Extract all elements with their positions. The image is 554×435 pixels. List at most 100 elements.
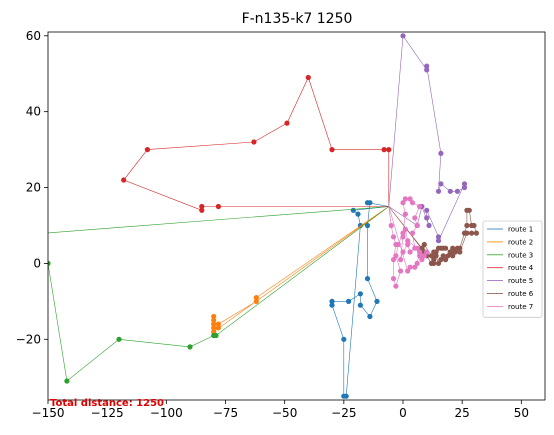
- series-route-1: [329, 200, 389, 399]
- x-axis: −150 −125 −100 −75 −50 −25 0 25 50: [32, 400, 529, 420]
- route-point: [450, 245, 456, 251]
- route-point: [435, 260, 442, 266]
- route-point: [469, 230, 475, 236]
- route-point: [417, 249, 423, 255]
- route-point: [390, 234, 397, 240]
- x-tick-label: 25: [455, 406, 470, 420]
- route-point: [388, 222, 394, 229]
- legend-label: route 1: [508, 226, 533, 234]
- route-point: [414, 222, 420, 229]
- route-point: [405, 268, 411, 274]
- route-point: [433, 253, 439, 259]
- route-point: [329, 147, 335, 153]
- route-point: [374, 298, 380, 304]
- route-point: [215, 325, 221, 331]
- route-point: [473, 230, 479, 236]
- route-point: [438, 150, 444, 156]
- route-point: [400, 33, 406, 39]
- route-point: [187, 344, 193, 350]
- route-point: [443, 257, 449, 263]
- legend-label: route 2: [508, 238, 533, 246]
- y-tick-label: 0: [33, 256, 41, 270]
- route-point: [343, 393, 349, 399]
- route-point: [457, 245, 463, 251]
- route-point: [454, 188, 460, 194]
- route-point: [421, 253, 427, 259]
- route-point: [199, 203, 205, 210]
- route-point: [395, 241, 401, 248]
- route-point: [402, 196, 408, 202]
- route-point: [215, 321, 221, 327]
- route-point: [438, 257, 444, 263]
- route-point: [405, 238, 411, 244]
- route-point: [357, 302, 363, 308]
- route-point: [367, 313, 373, 320]
- legend: route 1 route 2 route 3 route 4 route 5 route…: [482, 220, 543, 318]
- route-point: [464, 230, 470, 236]
- route-point: [409, 200, 416, 206]
- route-point: [121, 177, 127, 183]
- route-point: [341, 336, 347, 342]
- route-point: [355, 211, 361, 217]
- route-point: [64, 378, 70, 384]
- x-tick-label: −150: [32, 406, 65, 420]
- route-point: [407, 249, 413, 255]
- route-point: [346, 298, 352, 304]
- route-point: [211, 313, 217, 320]
- route-point: [435, 238, 442, 244]
- route-point: [407, 264, 413, 270]
- route-point: [386, 147, 392, 153]
- route-point: [251, 139, 257, 145]
- route-point: [466, 207, 472, 213]
- route-point: [367, 200, 373, 206]
- route-point: [424, 249, 430, 255]
- x-tick-label: −25: [331, 406, 356, 420]
- plot-area: [48, 33, 479, 399]
- series-route-7: [388, 196, 430, 289]
- axes-frame: [47, 31, 546, 401]
- route-point: [419, 257, 425, 263]
- route-point: [426, 222, 432, 229]
- x-tick-label: 50: [514, 406, 529, 420]
- route-point: [364, 222, 371, 229]
- route-point: [305, 74, 311, 81]
- route-point: [390, 257, 397, 263]
- route-point: [424, 67, 430, 73]
- series-route-3: [48, 206, 389, 384]
- legend-label: route 6: [508, 290, 534, 298]
- route-point: [421, 241, 427, 248]
- y-tick-label: 40: [26, 105, 41, 119]
- x-tick-label: −75: [213, 406, 238, 420]
- route-point: [450, 253, 456, 259]
- route-point: [398, 268, 404, 274]
- route-point: [364, 276, 371, 282]
- route-point: [443, 245, 449, 251]
- route-point: [424, 207, 430, 213]
- x-tick-label: −100: [150, 406, 183, 420]
- route-point: [447, 188, 453, 194]
- legend-label: route 3: [508, 251, 533, 259]
- route-point: [412, 264, 418, 270]
- route-point: [215, 203, 221, 210]
- route-point: [471, 222, 477, 229]
- route-point: [417, 253, 423, 259]
- route-point: [461, 181, 468, 187]
- route-point: [431, 257, 437, 263]
- route-point: [199, 207, 205, 213]
- route-point: [412, 215, 418, 221]
- route-point: [211, 325, 217, 331]
- chart-title: F-n135-k7 1250: [242, 11, 353, 27]
- route-point: [414, 245, 420, 251]
- y-axis: −20 0 20 40 60: [16, 29, 48, 346]
- route-point: [400, 249, 406, 255]
- y-tick-label: −20: [16, 332, 41, 346]
- route-point: [211, 321, 217, 327]
- legend-label: route 7: [508, 303, 533, 311]
- route-point: [438, 181, 444, 187]
- route-point: [461, 184, 468, 191]
- route-point: [400, 230, 406, 236]
- route-point: [329, 302, 335, 308]
- route-point: [402, 226, 408, 232]
- route-point: [405, 241, 411, 248]
